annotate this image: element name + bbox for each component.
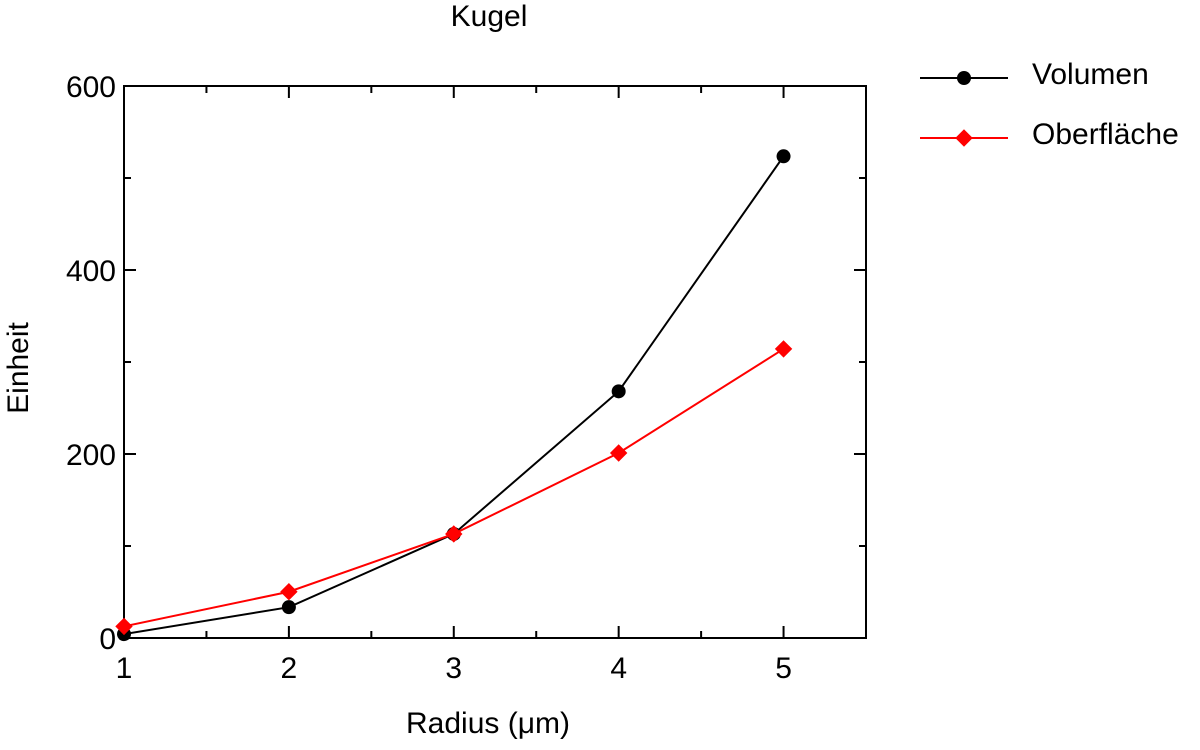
y-tick-label: 400 (66, 255, 116, 288)
chart-title: Kugel (451, 0, 528, 33)
x-tick-label: 4 (610, 652, 627, 685)
series-2-point (115, 617, 133, 636)
y-tick-label: 200 (66, 439, 116, 472)
y-tick-label: 600 (66, 71, 116, 104)
series-1-point (776, 149, 791, 164)
series-line-1 (123, 155, 785, 636)
y-tick-label: 0 (99, 623, 116, 656)
series-2-point (445, 525, 463, 543)
x-tick-label: 3 (445, 652, 462, 685)
series-1-point (611, 384, 626, 399)
plot-frame (123, 85, 867, 639)
legend-label-1: Volumen (1032, 58, 1149, 91)
legend-marker-1 (957, 71, 971, 85)
x-axis-label: Radius (μm) (406, 707, 570, 740)
legend: Volumen Oberfläche (920, 58, 1179, 151)
x-tick-label: 1 (116, 652, 133, 685)
x-tick-label: 2 (281, 652, 298, 685)
series-1-point (281, 600, 296, 615)
legend-marker-2 (955, 129, 973, 147)
series-2-point (609, 444, 628, 462)
legend-label-2: Oberfläche (1032, 118, 1179, 151)
series-line-2 (123, 348, 785, 628)
x-tick-label: 5 (775, 652, 792, 685)
series-2-point (280, 583, 298, 601)
series-2-point (774, 340, 793, 358)
plot-area: 1 2 3 4 5 0 200 400 600 (66, 71, 867, 685)
y-axis-label: Einheit (2, 321, 35, 413)
